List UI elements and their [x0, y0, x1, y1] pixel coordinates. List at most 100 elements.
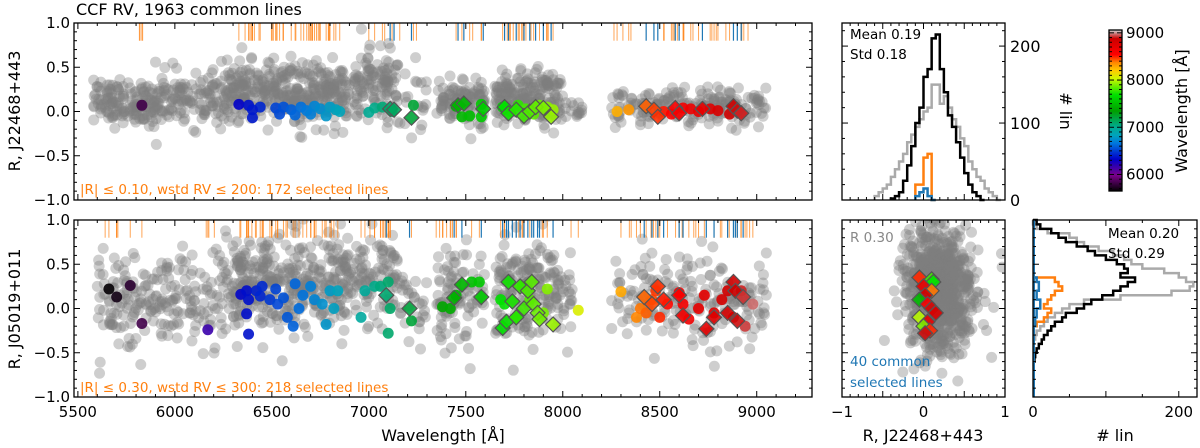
all-line-point	[954, 319, 966, 331]
all-line-point	[335, 293, 347, 305]
all-line-point	[184, 295, 196, 307]
all-line-point	[986, 351, 998, 363]
all-line-point	[960, 268, 972, 280]
common-line-point	[503, 293, 521, 310]
colorbar-segment	[1109, 78, 1122, 80]
all-line-point	[576, 101, 588, 113]
all-line-point	[515, 63, 527, 75]
colorbar-segment	[1109, 139, 1122, 141]
all-line-point	[960, 220, 972, 231]
all-line-point	[955, 301, 967, 313]
all-line-point	[261, 253, 273, 265]
all-line-point	[151, 100, 163, 112]
all-line-point	[942, 294, 954, 306]
all-line-point	[468, 306, 480, 318]
all-line-point	[945, 275, 957, 287]
all-line-point	[543, 296, 555, 308]
all-line-point	[104, 315, 116, 327]
all-line-point	[273, 268, 285, 280]
all-line-point	[491, 285, 503, 297]
all-line-point	[945, 247, 957, 259]
all-line-point	[755, 317, 767, 329]
all-line-point	[958, 281, 970, 293]
all-line-point	[919, 360, 931, 372]
all-line-point	[263, 80, 275, 92]
all-line-point	[947, 302, 959, 314]
all-line-point	[511, 73, 523, 85]
all-line-point	[460, 330, 472, 342]
all-line-point	[758, 307, 770, 319]
all-line-point	[327, 83, 339, 95]
all-line-point	[528, 85, 540, 97]
all-line-point	[242, 267, 254, 279]
all-line-point	[323, 84, 335, 96]
colorbar-segment	[1109, 31, 1122, 33]
all-line-point	[548, 266, 560, 278]
all-line-point	[937, 336, 949, 348]
all-line-point	[917, 237, 929, 249]
all-line-point	[198, 315, 210, 327]
all-line-point	[156, 106, 168, 118]
all-line-point	[504, 82, 516, 94]
all-line-point	[944, 347, 956, 359]
all-line-point	[439, 347, 451, 359]
all-line-point	[935, 346, 947, 358]
all-line-point	[915, 354, 927, 366]
all-line-point	[254, 83, 266, 95]
all-line-point	[375, 65, 387, 77]
all-line-point	[365, 268, 377, 280]
all-line-point	[698, 334, 710, 346]
all-line-point	[929, 260, 941, 272]
all-line-point	[907, 334, 919, 346]
colorbar-segment	[1109, 99, 1122, 101]
all-line-point	[525, 91, 537, 103]
colorbar-segment	[1109, 129, 1122, 131]
all-line-point	[165, 102, 177, 114]
all-line-point	[234, 55, 246, 67]
all-line-point	[937, 276, 949, 288]
all-line-point	[163, 305, 175, 317]
all-line-point	[754, 95, 766, 107]
colorbar-segment	[1109, 142, 1122, 144]
all-line-point	[437, 94, 449, 106]
all-line-point	[219, 70, 231, 82]
colorbar-segment	[1109, 67, 1122, 69]
all-line-point	[628, 285, 640, 297]
all-line-point	[527, 257, 539, 269]
colorbar-segment	[1109, 115, 1122, 117]
all-line-point	[523, 91, 535, 103]
all-line-point	[948, 241, 960, 253]
selected-line-point	[241, 308, 253, 320]
selected-line-point	[359, 285, 371, 297]
all-line-point	[202, 72, 214, 84]
colorbar-segment	[1109, 81, 1122, 83]
all-line-point	[218, 91, 230, 103]
all-line-point	[937, 295, 949, 307]
all-line-point	[313, 264, 325, 276]
all-line-point	[353, 104, 365, 116]
all-line-point	[920, 249, 932, 261]
all-line-point	[198, 308, 210, 320]
all-line-point	[374, 239, 386, 251]
all-line-point	[548, 127, 560, 139]
colorbar-segment	[1109, 158, 1122, 160]
bottom-hist-xlabel: # lin	[1096, 426, 1134, 445]
all-line-point	[958, 254, 970, 266]
all-line-point	[361, 301, 373, 313]
all-line-point	[500, 77, 512, 89]
all-line-point	[295, 119, 307, 131]
all-line-point	[327, 248, 339, 260]
all-line-point	[112, 97, 124, 109]
all-line-point	[261, 80, 273, 92]
colorbar-segment	[1109, 59, 1122, 61]
all-line-point	[685, 275, 697, 287]
all-line-point	[908, 363, 920, 375]
all-line-point	[318, 76, 330, 88]
all-line-point	[101, 87, 113, 99]
all-line-point	[896, 275, 908, 287]
all-line-point	[301, 86, 313, 98]
all-line-point	[920, 258, 932, 270]
all-line-point	[656, 325, 668, 337]
all-line-point	[948, 226, 960, 238]
common-line-point	[542, 108, 560, 126]
